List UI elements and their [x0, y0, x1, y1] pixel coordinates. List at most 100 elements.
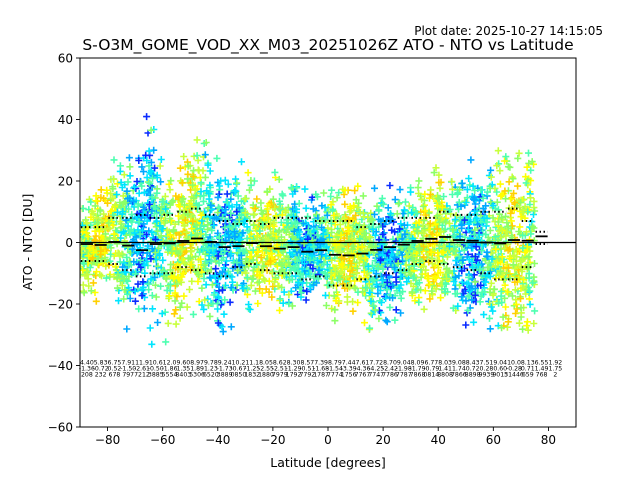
scatter-point: [156, 250, 164, 258]
scatter-point: [289, 190, 297, 198]
scatter-point: [253, 195, 261, 203]
scatter-point: [507, 217, 515, 225]
scatter-point: [148, 340, 156, 348]
scatter-point: [80, 271, 84, 279]
bin-stat-std: 12.0: [163, 359, 177, 366]
x-tick-label: 0: [324, 433, 332, 447]
bin-stat-mean: 0.71: [521, 366, 535, 373]
scatter-point: [349, 298, 357, 306]
scatter-point: [388, 226, 396, 234]
scatter-point: [397, 272, 405, 280]
scatter-point: [359, 288, 367, 296]
scatter-point: [418, 195, 426, 203]
bin-stat-std: 7.51: [480, 359, 494, 366]
scatter-point: [176, 303, 184, 311]
scatter-point: [501, 187, 509, 195]
scatter-point: [87, 198, 95, 206]
y-tick-label: −20: [48, 298, 73, 312]
scatter-point: [118, 184, 126, 191]
scatter-point: [396, 225, 404, 233]
scatter-point: [174, 212, 182, 220]
scatter-point: [256, 285, 264, 293]
scatter-point: [208, 226, 216, 234]
scatter-point: [258, 210, 266, 218]
scatter-point: [371, 231, 379, 239]
scatter-point: [124, 178, 132, 186]
scatter-point: [198, 284, 206, 292]
scatter-point: [400, 206, 408, 214]
scatter-point: [448, 191, 456, 198]
scatter-point: [112, 262, 119, 270]
scatter-point: [229, 278, 236, 286]
scatter-point: [461, 285, 469, 293]
scatter-point: [523, 322, 531, 330]
bin-stat-mean: 1.41: [438, 366, 452, 373]
scatter-point: [117, 178, 125, 186]
scatter-point: [519, 325, 527, 333]
scatter-point: [415, 177, 423, 185]
scatter-point: [371, 184, 378, 192]
bin-stat-std: 8.03: [438, 359, 452, 366]
scatter-point: [524, 326, 532, 334]
scatter-point: [254, 300, 262, 307]
scatter-point: [210, 291, 218, 299]
scatter-point: [131, 183, 139, 191]
scatter-point: [87, 221, 95, 229]
scatter-point: [368, 293, 376, 300]
scatter-point: [364, 213, 372, 221]
scatter-point: [522, 179, 530, 187]
scatter-point: [199, 167, 207, 175]
scatter-point: [467, 156, 475, 164]
scatter-point: [152, 281, 159, 289]
scatter-point: [498, 191, 506, 199]
scatter-point: [202, 231, 210, 239]
scatter-point: [251, 287, 259, 295]
scatter-point: [318, 224, 326, 232]
scatter-point: [294, 268, 302, 276]
scatter-point: [368, 216, 376, 224]
scatter-point: [365, 251, 373, 259]
scatter-point: [150, 146, 158, 154]
scatter-point: [301, 185, 309, 193]
bin-stat-count: 2: [553, 372, 557, 379]
scatter-point: [515, 149, 523, 157]
scatter-point: [147, 158, 155, 166]
scatter-point: [414, 184, 422, 192]
scatter-point: [527, 166, 535, 174]
x-tick-label: −80: [95, 433, 120, 447]
scatter-point: [526, 287, 534, 295]
scatter-point: [426, 220, 434, 227]
scatter-point: [471, 187, 479, 194]
scatter-point: [496, 167, 504, 175]
scatter-point: [407, 188, 415, 196]
scatter-point: [193, 136, 201, 144]
scatter-point: [303, 287, 311, 295]
scatter-point: [366, 289, 373, 297]
y-tick-label: 20: [58, 175, 73, 189]
scatter-point: [201, 250, 209, 258]
bin-stat-std: 1.92: [548, 359, 562, 366]
scatter-point: [373, 202, 381, 210]
bin-stat-count: 768: [536, 372, 548, 379]
scatter-point: [89, 279, 97, 287]
scatter-point: [170, 310, 178, 318]
scatter-point: [172, 306, 180, 314]
scatter-point: [245, 301, 253, 308]
scatter-point: [514, 182, 522, 190]
scatter-point: [138, 163, 146, 171]
scatter-point: [276, 197, 283, 205]
scatter-point: [511, 286, 519, 294]
scatter-point: [529, 223, 536, 231]
scatter-point: [198, 301, 206, 309]
scatter-point: [268, 293, 276, 301]
scatter-point: [80, 289, 88, 297]
scatter-point: [122, 269, 130, 277]
bin-stat-mean: -0.72: [93, 366, 109, 373]
scatter-point: [354, 182, 362, 190]
scatter-point: [119, 251, 127, 259]
scatter-point: [516, 223, 524, 231]
scatter-point: [403, 253, 410, 261]
scatter-point: [123, 325, 131, 333]
scatter-point: [375, 315, 383, 323]
